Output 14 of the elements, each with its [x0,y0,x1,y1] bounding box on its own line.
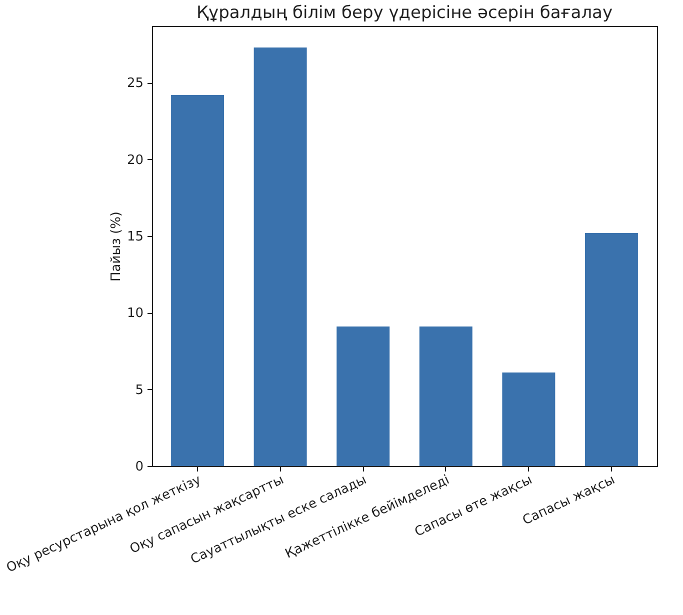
y-axis-title: Пайыз (%) [108,212,124,282]
y-tick-label: 15 [126,230,144,245]
bar [502,372,556,466]
bar [171,94,224,466]
chart-title: Құралдың білім беру үдерісіне әсерін бағалау [196,3,613,23]
bar [254,47,307,466]
y-tick-label: 5 [135,382,144,398]
bar [584,232,638,466]
bar [419,326,472,466]
y-tick-label: 25 [126,76,144,92]
y-tick-label: 10 [126,306,144,322]
y-tick-label: 0 [135,460,144,474]
bar [336,326,390,466]
y-tick-label: 20 [126,152,144,168]
